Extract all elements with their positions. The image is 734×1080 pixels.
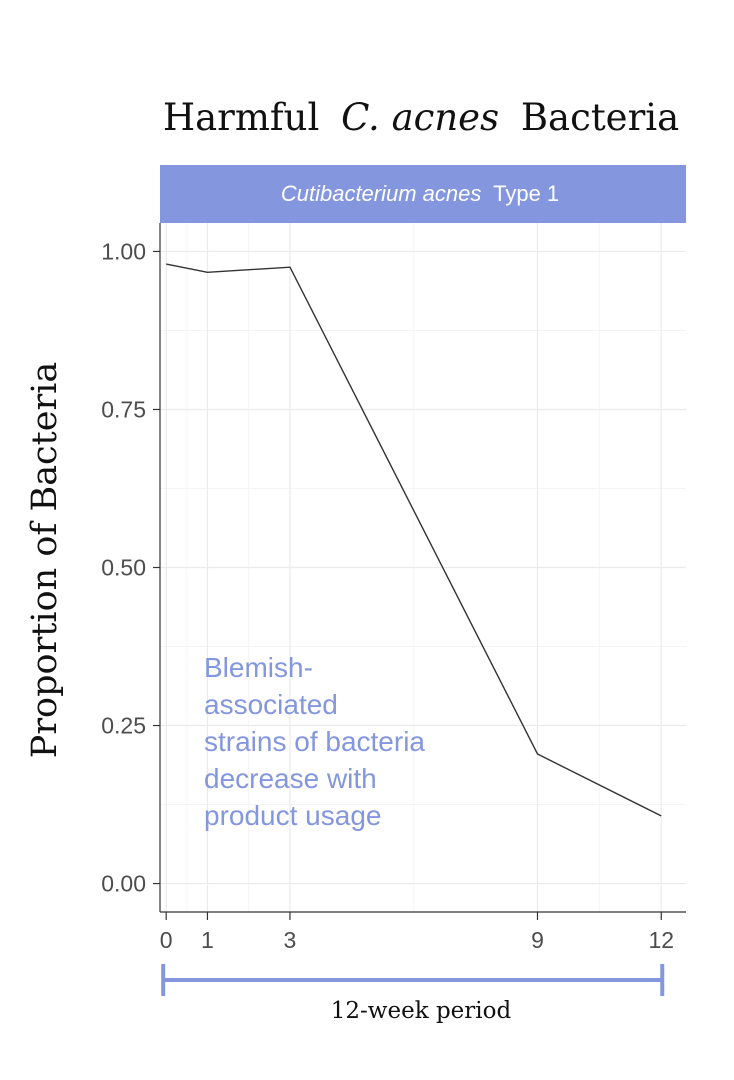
annotation-line: Blemish- <box>204 652 313 683</box>
annotation-line: associated <box>204 689 338 720</box>
annotation-line: product usage <box>204 800 381 831</box>
facet-strip-rest: Type 1 <box>493 181 559 206</box>
chart-title-italic: C. acnes <box>341 96 499 139</box>
x-tick-label: 0 <box>160 927 173 953</box>
chart-title-suffix: Bacteria <box>521 96 679 139</box>
annotation-line: decrease with <box>204 763 377 794</box>
period-bracket <box>161 964 665 996</box>
y-tick-label: 1.00 <box>101 238 146 264</box>
series-line <box>166 263 662 817</box>
grid-major <box>160 223 686 912</box>
x-tick-label: 1 <box>201 927 214 953</box>
chart-title: Harmful C. acnes Bacteria <box>163 96 679 139</box>
facet-strip-label: Cutibacterium acnes Type 1 <box>281 181 559 206</box>
y-tick-label: 0.00 <box>101 871 146 897</box>
x-tick-label: 9 <box>531 927 544 953</box>
annotation-text: Blemish-associated strains of bacteria dec… <box>204 652 425 831</box>
y-tick-label: 0.75 <box>101 396 146 422</box>
x-axis-label: 12-week period <box>331 998 512 1024</box>
axis-tick-labels: 0.00 0.25 0.50 0.75 1.00 0 1 3 9 12 <box>101 238 674 953</box>
facet-strip-italic: Cutibacterium acnes <box>281 181 482 206</box>
axis-ticks <box>153 250 662 920</box>
x-tick-label: 12 <box>648 927 674 953</box>
facet-strip <box>160 165 686 223</box>
x-tick-label: 3 <box>284 927 297 953</box>
y-axis-label: Proportion of Bacteria <box>25 362 65 758</box>
y-tick-label: 0.50 <box>101 555 146 581</box>
annotation-line: strains of bacteria <box>204 726 425 757</box>
y-tick-label: 0.25 <box>101 713 146 739</box>
chart-title-prefix: Harmful <box>163 96 319 139</box>
